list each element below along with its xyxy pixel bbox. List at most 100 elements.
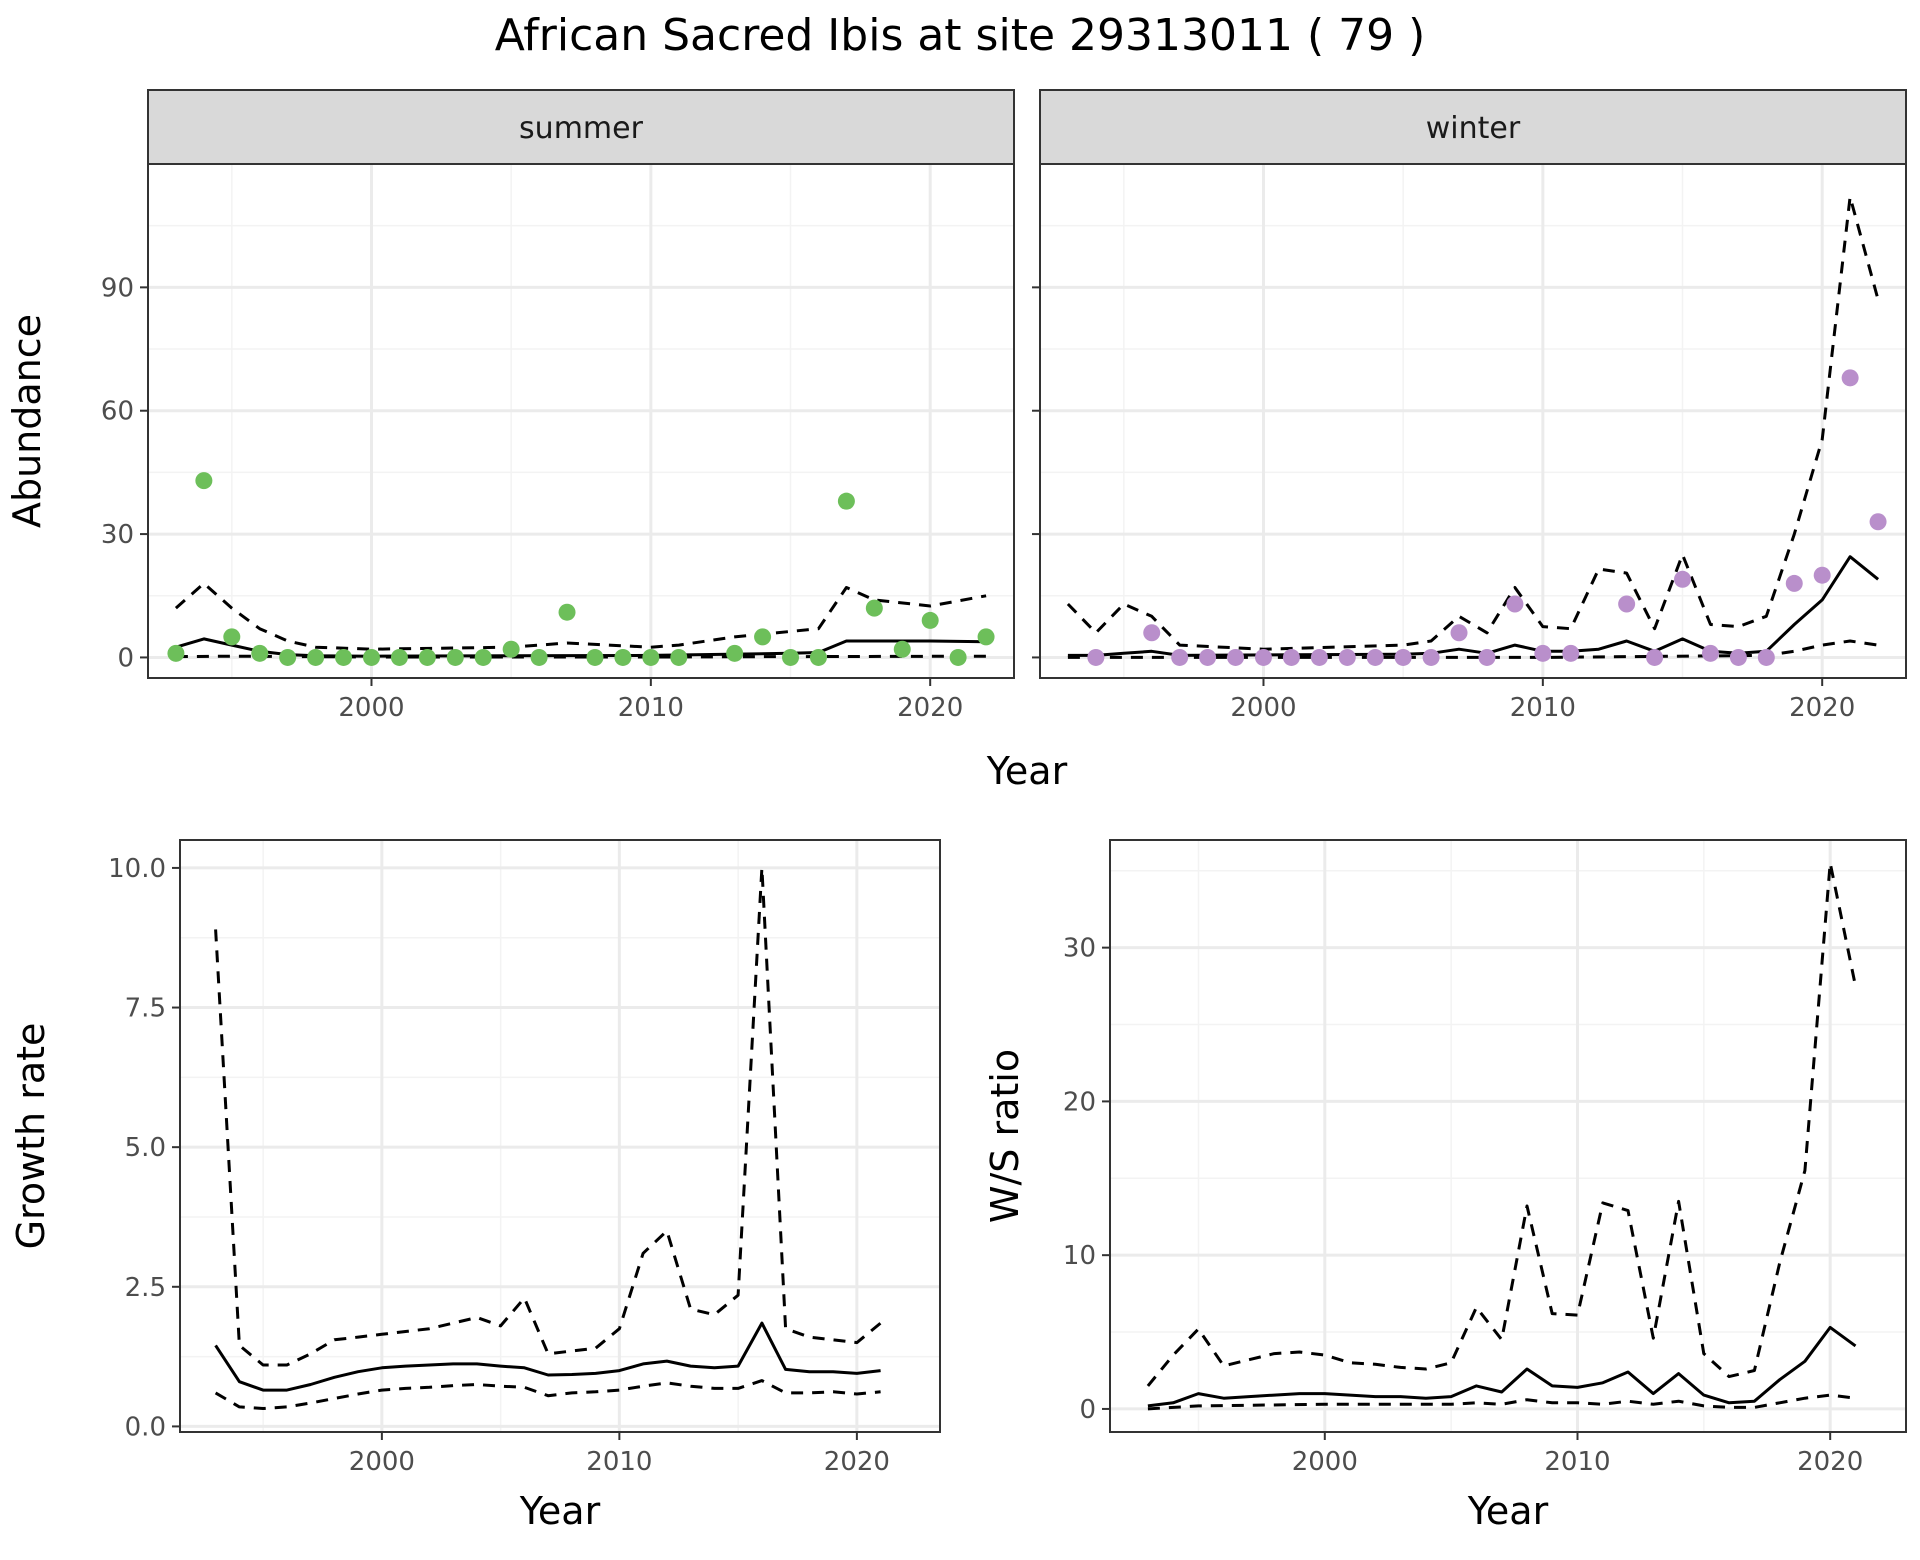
x-tick-label: 2010 (618, 693, 684, 723)
data-point (279, 648, 297, 666)
data-point (921, 611, 939, 629)
data-point (223, 628, 241, 646)
data-point (1478, 648, 1496, 666)
series-line-lower (1147, 1393, 1856, 1411)
facet-label: winter (1426, 111, 1521, 146)
data-point (1646, 648, 1664, 666)
data-point (1143, 624, 1161, 642)
panel-border (1109, 839, 1907, 1433)
data-point (865, 599, 883, 617)
series-line-upper (174, 581, 987, 651)
data-point (446, 648, 464, 666)
panel-growth-rate: 2000 2010 2020 0.0 2.5 5.0 7.5 10.0 Growth rate Y… (9, 839, 941, 1533)
data-point (1450, 624, 1468, 642)
series-line-median (214, 1321, 881, 1392)
data-point (167, 644, 185, 662)
data-point (1227, 648, 1245, 666)
panel-ws-ratio: 2000 2010 2020 0 10 20 30 W/S ratio Year (983, 839, 1907, 1533)
x-tick-label: 2010 (1510, 693, 1576, 723)
data-point (754, 628, 772, 646)
y-tick-label: 30 (101, 520, 134, 550)
facet-strip (147, 89, 1015, 165)
series-line-upper (1146, 861, 1857, 1387)
data-point (586, 648, 604, 666)
x-tick-label: 2000 (349, 1447, 415, 1477)
y-tick-label: 10.0 (108, 854, 166, 884)
chart-title: African Sacred Ibis at site 29313011 ( 7… (494, 10, 1426, 61)
data-point (809, 648, 827, 666)
data-point (1310, 648, 1328, 666)
data-point (949, 648, 967, 666)
data-point (1422, 648, 1440, 666)
data-point (614, 648, 632, 666)
y-tick-label: 5.0 (125, 1133, 166, 1163)
data-point (1729, 648, 1747, 666)
data-point (726, 644, 744, 662)
data-point (837, 492, 855, 510)
data-point (1841, 369, 1859, 387)
data-point (1813, 566, 1831, 584)
y-tick-label: 10 (1063, 1241, 1096, 1271)
x-tick-label: 2010 (586, 1447, 652, 1477)
y-axis-label: W/S ratio (983, 1049, 1027, 1223)
y-tick-label: 0.0 (125, 1412, 166, 1442)
series-line-upper (214, 866, 882, 1367)
series-line-lower (1067, 639, 1879, 659)
data-point (390, 648, 408, 666)
data-point (195, 472, 213, 490)
panel-abundance-winter: winter 2000 2010 2020 (1032, 89, 1907, 723)
x-tick-label: 2000 (1292, 1447, 1358, 1477)
data-point (1366, 648, 1384, 666)
series-line-median (1147, 1325, 1857, 1408)
data-point (977, 628, 995, 646)
x-tick-label: 2020 (1789, 693, 1855, 723)
facet-label: summer (519, 111, 644, 146)
data-point (642, 648, 660, 666)
data-point (335, 648, 353, 666)
y-tick-label: 90 (101, 273, 134, 303)
data-point (1282, 648, 1300, 666)
data-point (1338, 648, 1356, 666)
series-line-upper (1066, 195, 1880, 651)
data-point (558, 603, 576, 621)
data-point (1254, 648, 1272, 666)
x-tick-label: 2020 (824, 1447, 890, 1477)
series-line-median (175, 637, 987, 658)
panel-border (1039, 163, 1907, 679)
y-axis-label: Growth rate (9, 1023, 53, 1250)
data-point (251, 644, 269, 662)
data-point (502, 640, 520, 658)
y-tick-label: 0 (117, 643, 134, 673)
data-point (1534, 644, 1552, 662)
x-tick-label: 2000 (338, 693, 404, 723)
data-point (474, 648, 492, 666)
data-point (362, 648, 380, 666)
x-axis-label: Year (519, 1489, 601, 1533)
x-tick-label: 2010 (1544, 1447, 1610, 1477)
data-point (1785, 574, 1803, 592)
y-tick-label: 30 (1063, 934, 1096, 964)
data-point (1701, 644, 1719, 662)
data-point (1506, 595, 1524, 613)
data-point (1171, 648, 1189, 666)
series-line-median (1067, 555, 1880, 657)
data-point (307, 648, 325, 666)
data-point (893, 640, 911, 658)
x-tick-label: 2020 (1797, 1447, 1863, 1477)
data-point (782, 648, 800, 666)
x-tick-label: 2000 (1230, 693, 1296, 723)
data-point (670, 648, 688, 666)
data-point (1199, 648, 1217, 666)
panel-abundance-summer: summer 2000 2010 2020 0 30 60 90 Abundance (5, 89, 1015, 723)
x-tick-label: 2020 (897, 693, 963, 723)
y-tick-label: 7.5 (125, 994, 166, 1024)
data-point (1562, 644, 1580, 662)
y-tick-label: 2.5 (125, 1273, 166, 1303)
data-point (1394, 648, 1412, 666)
x-axis-label-shared: Year (986, 749, 1068, 793)
data-point (1869, 513, 1887, 531)
x-axis-label: Year (1467, 1489, 1549, 1533)
y-tick-label: 0 (1079, 1395, 1096, 1425)
facet-strip (1039, 89, 1907, 165)
